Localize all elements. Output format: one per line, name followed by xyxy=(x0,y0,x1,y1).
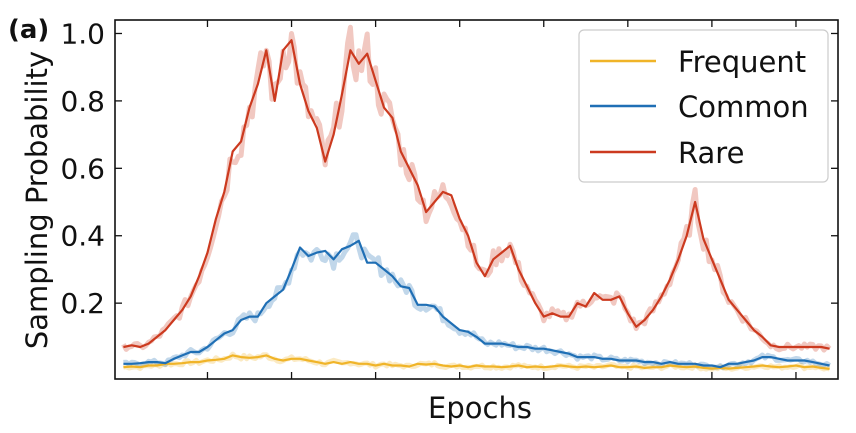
y-tick-label: 0.8 xyxy=(60,85,105,118)
y-axis-label: Sampling Probability xyxy=(20,51,54,349)
legend: Frequent Common Rare xyxy=(578,29,829,183)
series-line-layer xyxy=(123,39,830,370)
x-axis-label: Epochs xyxy=(428,391,532,425)
tick-layer xyxy=(115,20,838,379)
plot-frame xyxy=(114,19,839,380)
legend-label-frequent: Frequent xyxy=(678,45,806,79)
legend-label-common: Common xyxy=(678,90,809,124)
y-tick-label-layer: 0.2 0.4 0.6 0.8 1.0 xyxy=(60,17,105,320)
y-tick-label: 0.6 xyxy=(60,152,105,185)
series-line-common xyxy=(123,239,830,369)
y-tick-label: 0.4 xyxy=(60,220,105,253)
series-line-frequent xyxy=(123,354,830,370)
legend-box xyxy=(578,29,829,183)
series-line-rare xyxy=(123,39,830,350)
legend-label-rare: Rare xyxy=(678,136,744,170)
y-tick-label: 1.0 xyxy=(60,17,105,50)
y-tick-label: 0.2 xyxy=(60,287,105,320)
panel-label: (a) xyxy=(8,15,49,45)
